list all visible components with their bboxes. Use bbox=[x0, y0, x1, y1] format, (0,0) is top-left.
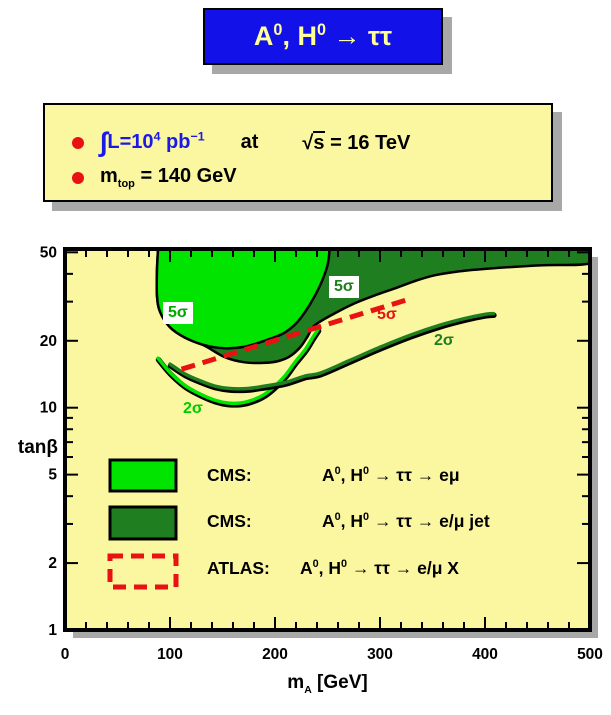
cms-emu-5sigma-region bbox=[155, 249, 331, 350]
y-tick-label: 10 bbox=[40, 400, 57, 417]
info-box: ∫L=104 pb−1 at √s = 16 TeV mtop = 140 Ge… bbox=[43, 103, 553, 202]
label-2sigma-cms-emu: 2σ bbox=[183, 400, 203, 417]
x-tick-label: 500 bbox=[577, 646, 603, 663]
legend-row-cms-emu: CMS: A0, H0 → ττ → eμ bbox=[207, 465, 460, 485]
axis-ticks bbox=[64, 249, 591, 631]
plot-frame bbox=[63, 247, 592, 632]
energy-value: √s = 16 TeV bbox=[302, 130, 411, 154]
label-5sigma-cms-emujet: 5σ bbox=[329, 276, 359, 298]
title-box: A0, H0 → ττ bbox=[203, 8, 443, 65]
mtop-value: mtop = 140 GeV bbox=[100, 165, 237, 190]
legend-swatch-atlas bbox=[107, 553, 179, 590]
cms-emu-2sigma-contour bbox=[156, 327, 320, 406]
y-tick-label: 5 bbox=[48, 467, 57, 484]
tick-labels: 0 100 200 300 400 500 1 2 5 10 20 50 bbox=[40, 244, 603, 663]
luminosity-value: ∫L=104 pb−1 bbox=[100, 127, 205, 157]
atlas-5sigma-line bbox=[180, 297, 406, 372]
title-text: A0, H0 → ττ bbox=[253, 21, 393, 51]
y-tick-label: 1 bbox=[48, 622, 57, 639]
luminosity-line: ∫L=104 pb−1 at √s = 16 TeV bbox=[72, 127, 410, 158]
label-2sigma-cms-emujet: 2σ bbox=[434, 332, 454, 349]
y-tick-label: 50 bbox=[40, 244, 57, 261]
legend-row-cms-emujet: CMS: A0, H0 → ττ → e/μ jet bbox=[207, 511, 490, 531]
bullet-icon bbox=[72, 136, 84, 149]
x-tick-label: 300 bbox=[367, 646, 393, 663]
x-axis-title: mA [GeV] bbox=[287, 672, 368, 696]
legend-formula: A0, H0 → ττ → eμ bbox=[322, 465, 460, 485]
legend-formula: A0, H0 → ττ → e/μ jet bbox=[322, 511, 490, 531]
cms-emujet-2sigma-contour bbox=[168, 311, 496, 391]
legend-swatch-cms-emu bbox=[108, 458, 178, 493]
y-axis-title: tanβ bbox=[17, 437, 58, 458]
bullet-icon bbox=[72, 171, 84, 184]
y-tick-label: 20 bbox=[40, 333, 57, 350]
legend-row-atlas: ATLAS: A0, H0 → ττ → e/μ X bbox=[207, 558, 459, 578]
x-tick-label: 100 bbox=[157, 646, 183, 663]
mtop-line: mtop = 140 GeV bbox=[72, 165, 237, 190]
x-tick-label: 0 bbox=[61, 646, 70, 663]
legend-swatch-cms-emujet bbox=[108, 505, 178, 541]
x-tick-label: 200 bbox=[262, 646, 288, 663]
at-text: at bbox=[240, 131, 259, 153]
legend-formula: A0, H0 → ττ → e/μ X bbox=[300, 558, 459, 578]
label-5sigma-atlas: 5σ bbox=[377, 306, 397, 323]
y-tick-label: 2 bbox=[48, 555, 57, 572]
discovery-regions bbox=[155, 249, 590, 365]
x-tick-label: 400 bbox=[472, 646, 498, 663]
label-5sigma-cms-emu: 5σ bbox=[163, 302, 193, 324]
